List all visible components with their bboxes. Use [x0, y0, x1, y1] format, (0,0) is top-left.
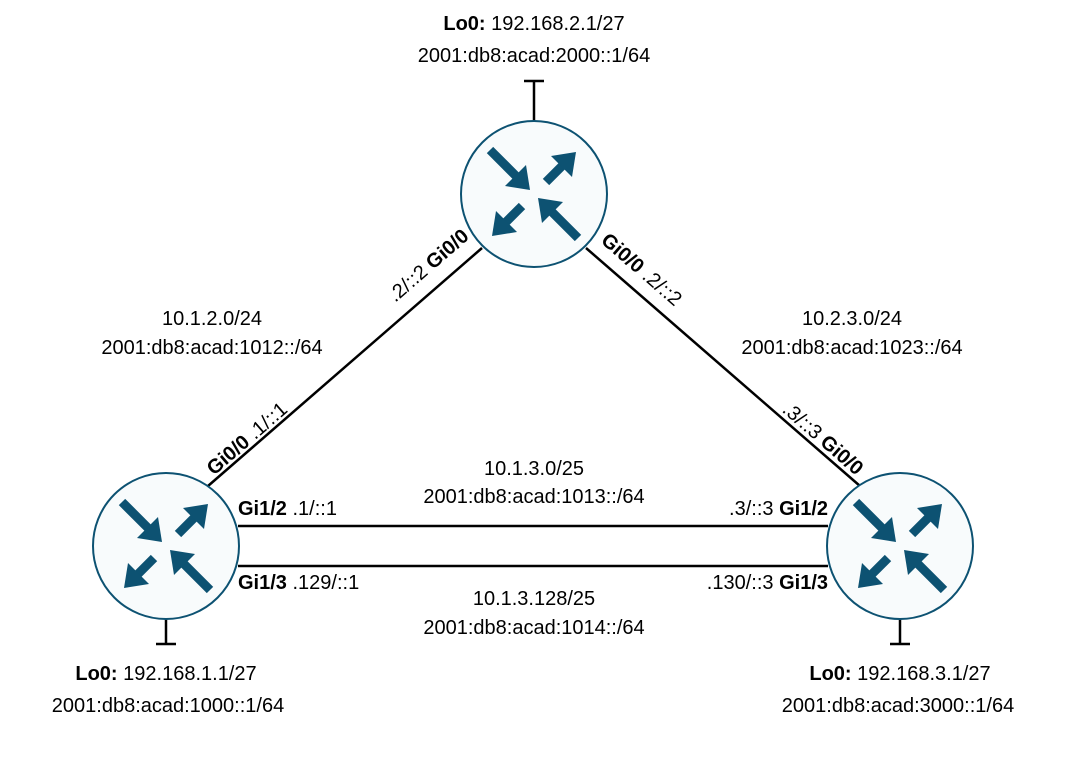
router-r2[interactable]: [460, 120, 608, 268]
router-r1[interactable]: [92, 472, 240, 620]
router-r3-body: [826, 472, 974, 620]
r3-gi12-addr: .3/::3: [729, 498, 773, 520]
link-r1-r2-ipv6: 2001:db8:acad:1012::/64: [101, 337, 322, 359]
r1-loopback-ipv4: Lo0: 192.168.1.1/27: [75, 663, 256, 685]
r3-gi12-name: Gi1/2: [779, 498, 828, 520]
r1-gi13-name: Gi1/3: [238, 572, 287, 594]
link-r1-r3-b-ipv6: 2001:db8:acad:1014::/64: [423, 617, 644, 639]
r1-gi13-addr: .129/::1: [292, 572, 359, 594]
link-r1-r2[interactable]: [207, 247, 483, 487]
r1-gi12-name: Gi1/2: [238, 498, 287, 520]
r2-lo-label: Lo0:: [443, 13, 485, 35]
link-r1-r3-b-ipv4: 10.1.3.128/25: [473, 588, 595, 610]
router-r2-body: [460, 120, 608, 268]
link-r1-r2-ipv4: 10.1.2.0/24: [162, 308, 262, 330]
links: [207, 247, 861, 568]
r1-lo-label: Lo0:: [75, 663, 117, 685]
r1-gi12-addr: .1/::1: [292, 498, 336, 520]
r3-gi13-addr: .130/::3: [707, 572, 774, 594]
r3-loopback-ipv4: Lo0: 192.168.3.1/27: [809, 663, 990, 685]
link-r2-r3-ipv4: 10.2.3.0/24: [802, 308, 902, 330]
r3-lo-label: Lo0:: [809, 663, 851, 685]
r3-loopback-ipv6: 2001:db8:acad:3000::1/64: [782, 695, 1014, 717]
r2-loopback-ipv6: 2001:db8:acad:2000::1/64: [418, 45, 650, 67]
link-r2-r3[interactable]: [585, 247, 861, 487]
r2-gi00-right-addr: .2/::2: [638, 265, 686, 311]
router-r3[interactable]: [826, 472, 974, 620]
r3-lo-ipv4: 192.168.3.1/27: [857, 663, 990, 685]
link-r1-r3-a-ipv4: 10.1.3.0/25: [484, 458, 584, 480]
router-r1-body: [92, 472, 240, 620]
link-r2-r3-ipv6: 2001:db8:acad:1023::/64: [741, 337, 962, 359]
r1-gi12-label: Gi1/2 .1/::1: [238, 498, 337, 520]
r1-lo-ipv4: 192.168.1.1/27: [123, 663, 256, 685]
r2-gi00-right-name: Gi0/0: [597, 229, 648, 278]
r1-gi00-addr: .1/::1: [244, 398, 292, 444]
r1-gi00-label: Gi0/0 .1/::1: [203, 398, 292, 480]
r2-lo-ipv4: 192.168.2.1/27: [491, 13, 624, 35]
loopback-stubs: [156, 79, 910, 646]
r3-gi13-label: .130/::3 Gi1/3: [707, 572, 828, 594]
r3-gi13-name: Gi1/3: [779, 572, 828, 594]
r3-gi12-label: .3/::3 Gi1/2: [729, 498, 828, 520]
r1-gi13-label: Gi1/3 .129/::1: [238, 572, 359, 594]
r1-gi00-name: Gi0/0: [203, 431, 254, 480]
r2-gi00-left-name: Gi0/0: [422, 225, 473, 274]
r2-loopback-ipv4: Lo0: 192.168.2.1/27: [443, 13, 624, 35]
r1-loopback-ipv6: 2001:db8:acad:1000::1/64: [52, 695, 284, 717]
r3-gi00-label: .3/::3 Gi0/0: [778, 398, 867, 480]
link-r1-r3-a-ipv6: 2001:db8:acad:1013::/64: [423, 486, 644, 508]
r2-gi00-left-addr: .2/::2: [384, 261, 432, 307]
